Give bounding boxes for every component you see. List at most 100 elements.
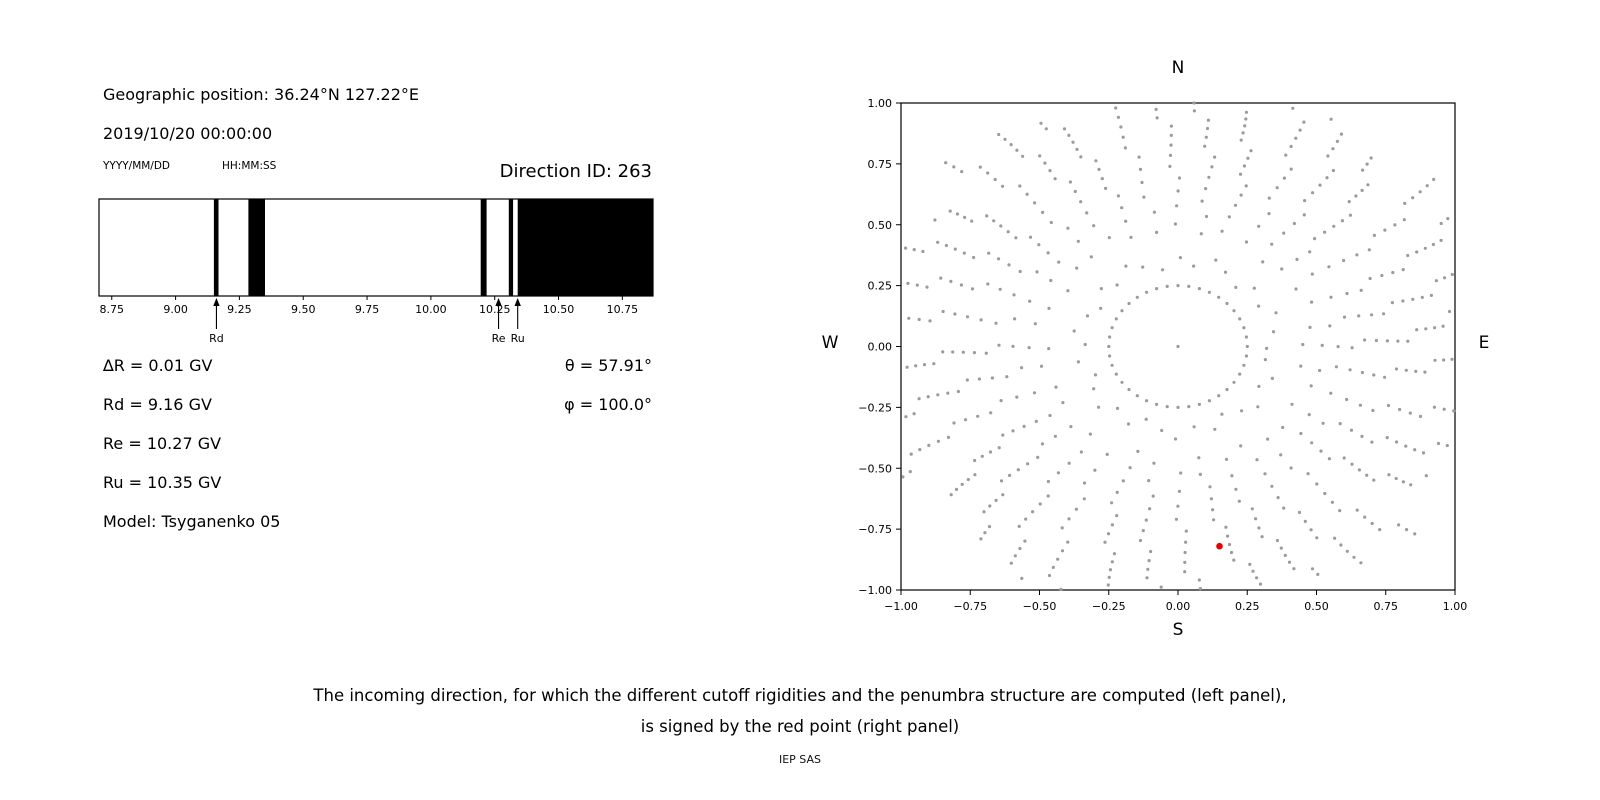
direction-dot [1074, 507, 1078, 511]
direction-dot [921, 249, 925, 254]
direction-dot [1282, 231, 1286, 235]
direction-dot [1411, 297, 1415, 301]
direction-dot [1082, 497, 1086, 501]
direction-dot [1279, 546, 1283, 550]
direction-dot [1441, 324, 1445, 328]
direction-dot [1020, 576, 1024, 580]
direction-dot [915, 283, 919, 287]
direction-dot [1442, 276, 1447, 280]
direction-dot [1291, 106, 1295, 110]
direction-dot [999, 479, 1004, 483]
direction-dot [999, 224, 1003, 228]
direction-dot [1328, 324, 1332, 328]
direction-dot [1327, 265, 1331, 269]
direction-dot [1177, 489, 1181, 493]
direction-dot [1001, 493, 1005, 497]
direction-dot [1365, 473, 1369, 477]
direction-dot [928, 319, 932, 323]
direction-dot [1309, 528, 1313, 532]
direction-dot [1179, 471, 1183, 475]
direction-dot [1176, 504, 1180, 508]
direction-dot [1099, 306, 1103, 310]
direction-dot [933, 218, 937, 222]
direction-dot [1054, 385, 1058, 389]
direction-dot [1378, 528, 1382, 532]
direction-dot [1159, 585, 1163, 589]
direction-dot [1115, 406, 1120, 410]
direction-xtick-label: −0.50 [1023, 600, 1057, 613]
direction-dot [951, 350, 955, 354]
direction-dot [1197, 287, 1201, 291]
direction-dot [1198, 472, 1202, 476]
direction-dot [1115, 283, 1119, 287]
direction-dot [1213, 155, 1217, 159]
direction-dot [1242, 326, 1246, 330]
direction-dot [1144, 518, 1148, 522]
direction-dot [1239, 444, 1243, 448]
direction-dot [1445, 443, 1449, 448]
compass-west-label: W [821, 333, 839, 353]
direction-dot [1210, 165, 1214, 169]
cutoff-marker-arrowhead [213, 298, 220, 306]
cutoff-marker-arrowhead [495, 298, 502, 306]
direction-dot [1049, 220, 1053, 225]
direction-dot [1335, 139, 1339, 143]
direction-dot [1124, 219, 1128, 223]
direction-dot [982, 510, 986, 514]
direction-dot [1257, 224, 1261, 228]
direction-dot [1112, 552, 1117, 556]
direction-dot [1241, 131, 1245, 135]
direction-dot [1325, 176, 1329, 180]
direction-dot [1414, 369, 1418, 373]
direction-dot [1349, 428, 1354, 432]
direction-dot [944, 243, 948, 248]
direction-dot [1135, 295, 1139, 299]
penumbra-xtick-label: 8.75 [100, 303, 125, 316]
direction-xtick-label: 0.00 [1166, 600, 1191, 613]
model-label: Model: Tsyganenko 05 [103, 512, 281, 531]
direction-dot [1242, 164, 1246, 168]
cutoff-marker-arrowhead [514, 298, 521, 306]
direction-dot [1033, 201, 1037, 205]
direction-dot [1073, 189, 1077, 194]
direction-dot [1439, 238, 1443, 242]
direction-dot [1027, 346, 1031, 350]
direction-dot [987, 525, 992, 529]
direction-dot [1008, 473, 1012, 477]
direction-dot [1039, 364, 1044, 368]
theta-value: θ = 57.91° [564, 356, 652, 375]
direction-dot [988, 450, 993, 454]
direction-ytick-label: 0.25 [868, 280, 893, 293]
direction-dot [1014, 236, 1018, 240]
direction-dot [1024, 517, 1028, 521]
direction-xtick-label: 0.75 [1374, 600, 1399, 613]
direction-dot [1149, 549, 1153, 554]
direction-dot [1071, 140, 1075, 144]
direction-dot [1432, 177, 1436, 181]
direction-dot [1141, 265, 1145, 269]
direction-dot [1018, 184, 1022, 188]
direction-dot [1145, 399, 1149, 403]
direction-dot [1204, 214, 1209, 219]
direction-dot [1425, 184, 1429, 188]
direction-dot [1105, 452, 1109, 456]
direction-dot [1229, 550, 1234, 555]
direction-dot [1015, 148, 1019, 152]
direction-dot [912, 412, 916, 416]
direction-dot [1120, 206, 1124, 210]
direction-dot [1255, 576, 1259, 580]
re-value: Re = 10.27 GV [103, 434, 222, 453]
direction-dot [1310, 441, 1314, 445]
direction-dot [1232, 558, 1236, 562]
direction-dot [1397, 523, 1401, 527]
direction-dot [1374, 338, 1378, 343]
direction-dot [1187, 405, 1191, 409]
direction-dot [1413, 532, 1417, 536]
penumbra-xtick-label: 10.50 [543, 303, 575, 316]
direction-dot [980, 454, 984, 458]
direction-dot [1390, 301, 1394, 305]
direction-dot [970, 219, 974, 223]
direction-dot [1161, 268, 1165, 272]
direction-dot [1238, 317, 1242, 321]
penumbra-band [517, 199, 653, 296]
